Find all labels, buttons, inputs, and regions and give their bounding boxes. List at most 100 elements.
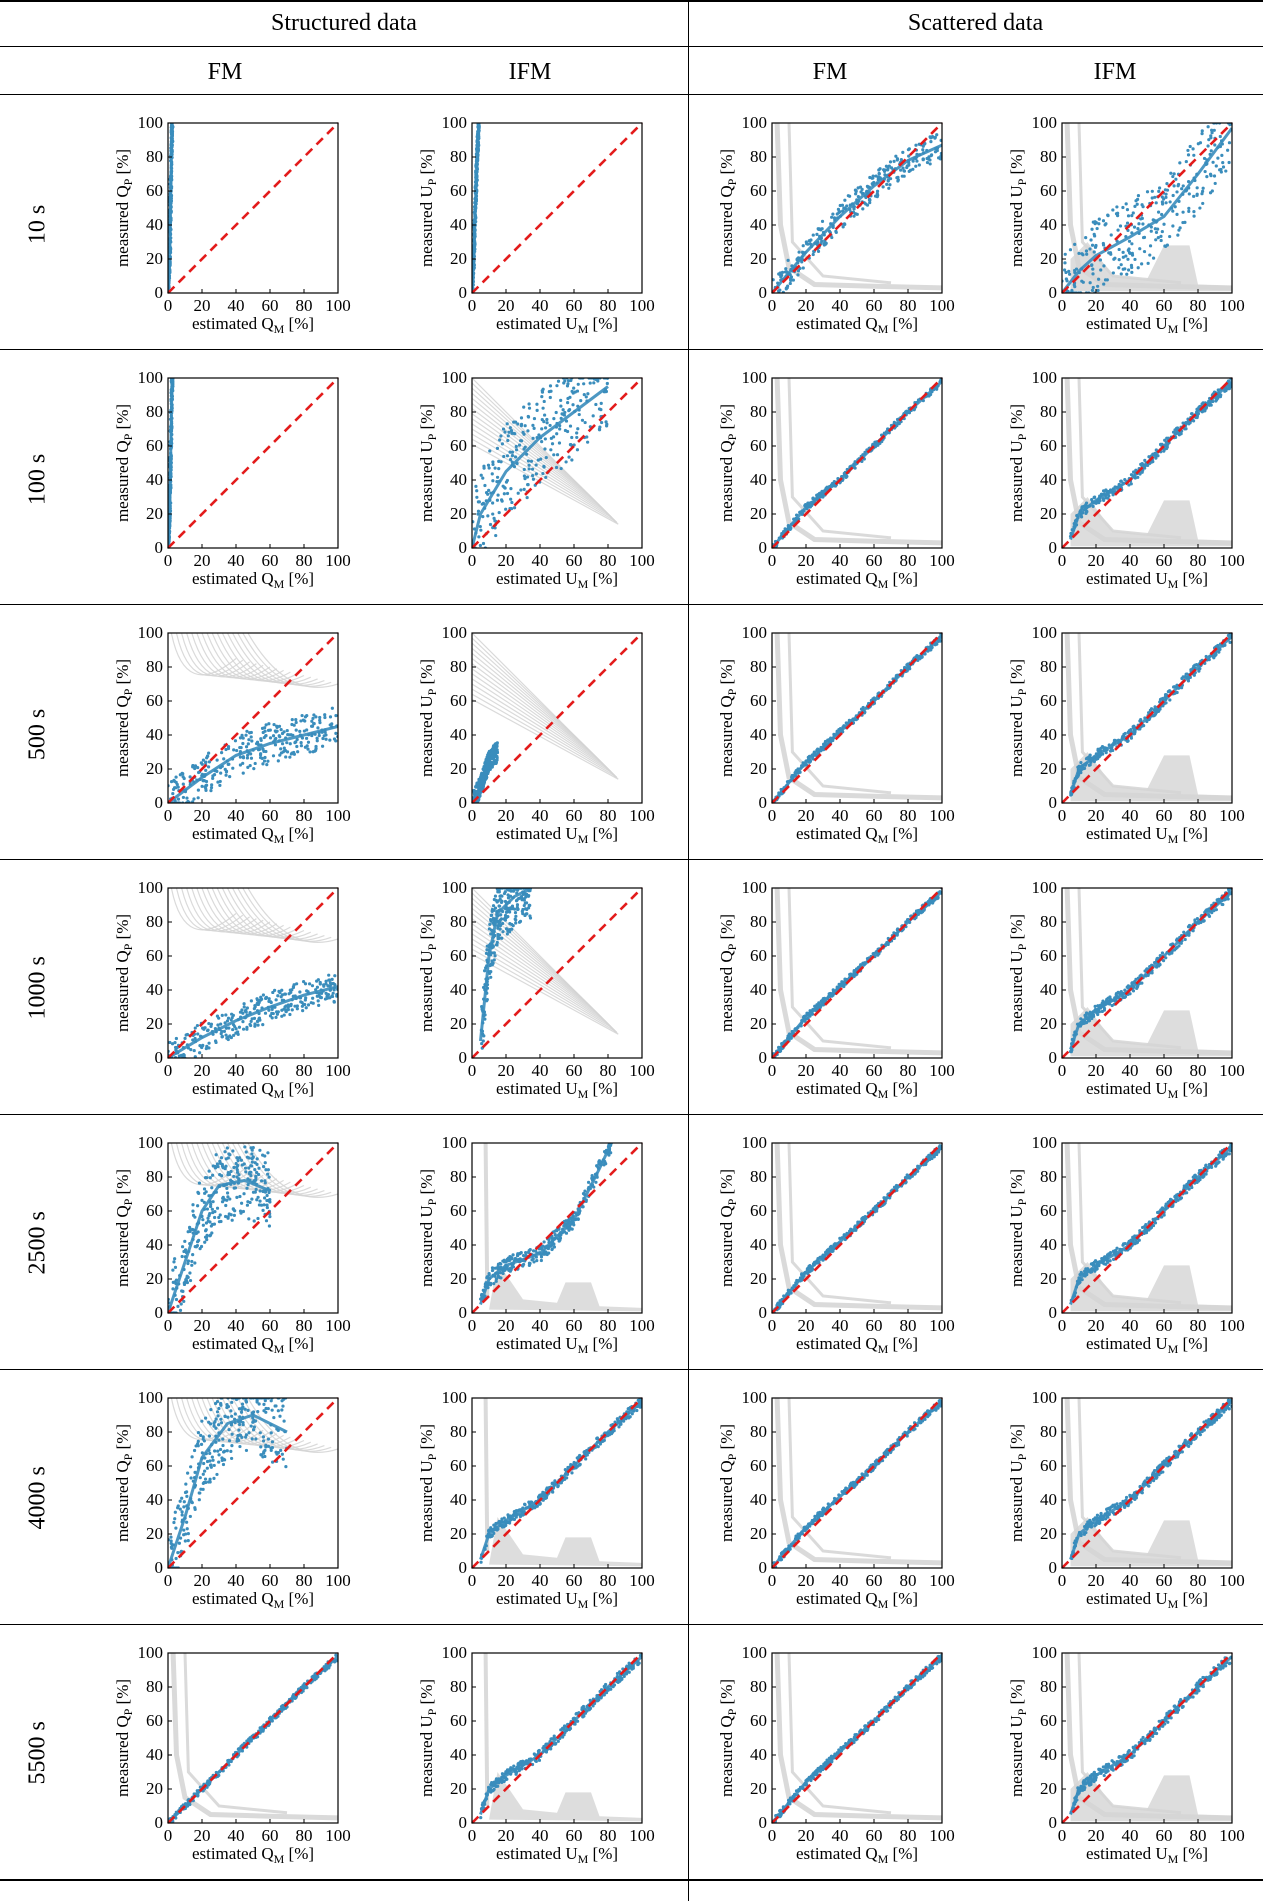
data-point: [801, 244, 805, 248]
table-row-rule: [0, 1879, 1263, 1881]
data-point: [513, 911, 518, 915]
data-point: [204, 760, 208, 764]
data-point: [505, 422, 509, 426]
data-point: [789, 278, 793, 282]
y-tick-label: 40: [750, 725, 767, 744]
data-point: [1150, 196, 1154, 200]
data-point: [232, 748, 236, 752]
data-point: [308, 750, 312, 754]
data-point: [534, 472, 538, 476]
y-tick-label: 80: [146, 657, 163, 676]
background-curve: [787, 888, 892, 1050]
data-point: [174, 786, 178, 790]
data-point: [834, 230, 838, 235]
data-point: [493, 466, 497, 470]
data-point: [875, 189, 880, 193]
data-point: [1160, 212, 1164, 217]
data-point: [1212, 128, 1216, 132]
data-point: [522, 487, 526, 491]
y-tick-label: 20: [450, 1014, 467, 1033]
data-point: [1081, 280, 1085, 284]
data-point: [193, 1026, 197, 1030]
data-point: [238, 763, 243, 767]
data-point: [173, 1041, 177, 1045]
data-point: [241, 1011, 245, 1015]
y-tick-label: 100: [742, 368, 768, 387]
data-point: [489, 962, 493, 966]
y-axis-label: measured QP [%]: [113, 149, 135, 267]
data-point: [489, 969, 493, 974]
data-point: [218, 779, 222, 784]
data-point: [1131, 470, 1136, 474]
data-point: [582, 382, 586, 386]
data-point: [317, 733, 321, 738]
data-point: [1159, 238, 1163, 243]
data-point: [874, 174, 878, 178]
y-tick-label: 0: [155, 793, 164, 812]
data-point: [1105, 278, 1109, 282]
data-point: [227, 762, 231, 766]
data-point: [545, 421, 549, 425]
data-point: [1227, 160, 1231, 165]
data-point: [1092, 760, 1097, 764]
data-point: [279, 747, 283, 751]
data-point: [276, 1010, 280, 1014]
data-point: [319, 991, 324, 995]
scatter-panel: 0 0 20 20 40 40 60 60 80 80 100 100 estimated QM [%]…: [702, 623, 962, 853]
data-point: [1202, 408, 1206, 412]
data-point: [933, 135, 937, 140]
data-point: [568, 424, 573, 428]
data-point: [1192, 210, 1196, 214]
data-point: [522, 903, 526, 908]
data-point: [316, 999, 320, 1003]
data-point: [510, 507, 514, 511]
y-tick-label: 0: [459, 1048, 468, 1067]
row-label: 100 s: [24, 453, 51, 505]
scatter-panel: 0 0 20 20 40 40 60 60 80 80 100 100 estimated UM [%]…: [992, 113, 1252, 343]
x-tick-label: 20: [798, 551, 815, 570]
data-point: [328, 981, 332, 985]
background-curve: [221, 888, 305, 939]
data-point: [514, 921, 518, 925]
data-point: [1125, 208, 1130, 212]
data-point: [1104, 750, 1108, 755]
data-point: [1153, 195, 1157, 199]
data-point: [503, 486, 507, 490]
y-tick-label: 0: [155, 1048, 164, 1067]
data-point: [571, 403, 575, 407]
data-point: [240, 733, 244, 737]
x-axis-label: estimated UM [%]: [1086, 314, 1208, 336]
plot-frame: [167, 122, 339, 294]
data-point: [797, 250, 801, 254]
data-point: [784, 287, 788, 291]
data-point: [215, 758, 219, 762]
data-point: [894, 154, 898, 158]
data-point: [262, 759, 267, 763]
x-tick-label: 100: [1219, 806, 1245, 825]
data-point: [1206, 144, 1210, 148]
x-axis-label: estimated UM [%]: [496, 1079, 618, 1101]
data-point: [315, 739, 319, 743]
data-point: [236, 1030, 240, 1034]
data-point: [295, 982, 299, 986]
data-point: [788, 281, 792, 286]
data-point: [878, 167, 882, 171]
background-curve: [472, 428, 617, 523]
data-point: [901, 150, 905, 154]
background-curve: [237, 888, 325, 941]
data-point: [490, 907, 495, 912]
data-point: [506, 907, 510, 912]
data-point: [523, 424, 527, 428]
data-point: [519, 424, 523, 428]
y-tick-label: 40: [146, 725, 163, 744]
data-point: [1130, 214, 1134, 218]
data-point: [1156, 236, 1160, 240]
data-point: [911, 159, 915, 163]
plot-frame: [471, 377, 643, 549]
data-point: [1195, 186, 1199, 190]
data-point: [1089, 238, 1093, 242]
data-point: [305, 728, 309, 732]
data-point: [1168, 200, 1172, 204]
y-tick-label: 40: [450, 470, 467, 489]
data-point: [886, 178, 890, 182]
